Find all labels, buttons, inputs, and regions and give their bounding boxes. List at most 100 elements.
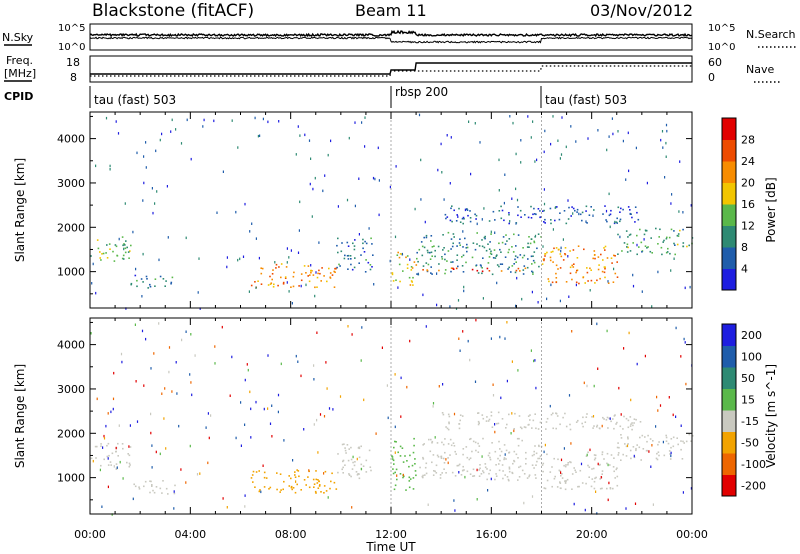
power-echo-cell [115, 120, 117, 123]
power-echo-cell [290, 249, 292, 252]
velocity-echo-cell [117, 442, 119, 445]
nsky-panel: N.Sky 10^5 10^0 10^5 10^0 N.Search [2, 23, 798, 53]
power-echo-cell [505, 234, 507, 236]
power-echo-cell [314, 176, 316, 180]
velocity-echo-cell [363, 398, 365, 402]
power-echo-cell [636, 253, 638, 256]
velocity-echo-cell [392, 472, 395, 475]
power-echo-cell [152, 211, 154, 215]
velocity-echo-cell [691, 435, 694, 437]
power-echo-cell [597, 256, 600, 258]
power-echo-cell [667, 247, 669, 250]
velocity-echo-cell [616, 421, 618, 424]
velocity-echo-cell [535, 386, 537, 390]
power-echo-cell [482, 257, 484, 259]
power-echo-cell [682, 245, 685, 248]
velocity-echo-cell [601, 473, 603, 475]
velocity-echo-cell [122, 477, 124, 480]
velocity-echo-cell [415, 474, 417, 477]
power-echo-cell [554, 207, 557, 209]
power-echo-cell [96, 239, 99, 241]
velocity-echo-cell [564, 465, 567, 468]
power-echo-cell [517, 214, 519, 217]
power-echo-cell [616, 222, 618, 224]
power-echo-cell [452, 261, 454, 263]
power-echo-cell [350, 263, 352, 266]
power-echo-cell [450, 136, 452, 139]
power-echo-cell [442, 234, 444, 236]
velocity-echo-cell [474, 380, 477, 383]
power-colorbar-label: Power [dB] [764, 177, 778, 242]
power-echo-cell [262, 117, 264, 121]
velocity-echo-cell [116, 466, 118, 469]
velocity-echo-cell [107, 485, 109, 489]
power-echo-cell [560, 246, 562, 250]
velocity-echo-cell [462, 465, 464, 468]
power-echo-cell [586, 271, 589, 274]
velocity-echo-cell [494, 430, 496, 434]
power-echo-cell [575, 283, 577, 287]
power-echo-cell [649, 250, 652, 253]
velocity-echo-cell [318, 485, 321, 487]
velocity-echo-cell [325, 490, 328, 492]
velocity-echo-cell [469, 358, 471, 362]
velocity-echo-cell [319, 484, 321, 486]
power-echo-cell [583, 248, 585, 251]
velocity-echo-cell [391, 458, 394, 460]
velocity-ytick-label: 1000 [57, 472, 85, 485]
nave-tick-bottom: 0 [708, 71, 715, 84]
power-echo-cell [625, 178, 627, 181]
power-echo-cell [513, 263, 515, 265]
velocity-echo-cell [472, 468, 475, 471]
velocity-echo-cell [658, 441, 660, 443]
velocity-echo-cell [134, 323, 136, 326]
velocity-echo-cell [596, 424, 599, 427]
velocity-echo-cell [655, 425, 657, 428]
power-echo-cell [328, 267, 330, 270]
velocity-echo-cell [214, 362, 216, 365]
power-echo-cell [646, 181, 648, 185]
velocity-echo-cell [517, 369, 519, 372]
power-echo-cell [418, 113, 421, 117]
velocity-echo-cell [168, 346, 171, 349]
velocity-echo-cell [662, 440, 664, 444]
power-echo-cell [556, 206, 558, 208]
velocity-echo-cell [175, 361, 177, 364]
velocity-echo-cell [422, 456, 424, 459]
power-echo-cell [337, 237, 339, 240]
velocity-echo-cell [685, 382, 687, 386]
velocity-echo-cell [677, 443, 679, 446]
power-echo-cell [621, 250, 623, 252]
velocity-echo-cell [609, 487, 612, 490]
power-echo-cell [516, 198, 519, 202]
power-echo-cell [371, 266, 373, 268]
power-echoes [90, 113, 694, 310]
velocity-echo-cell [681, 458, 684, 460]
velocity-echo-cell [151, 444, 153, 447]
power-colorbar-segment [722, 161, 736, 183]
power-echo-cell [522, 247, 524, 249]
power-echo-cell [344, 254, 346, 257]
velocity-echo-cell [488, 452, 491, 454]
velocity-echo-cell [497, 411, 500, 414]
power-echo-cell [392, 280, 395, 282]
velocity-echo-cell [141, 329, 144, 333]
power-echo-cell [108, 243, 111, 245]
power-echo-cell [322, 189, 324, 193]
power-echo-cell [270, 282, 273, 284]
velocity-echo-cell [268, 488, 270, 490]
velocity-echo-cell [498, 469, 501, 472]
velocity-echo-cell [629, 416, 632, 418]
velocity-echo-cell [437, 456, 440, 458]
velocity-echo-cell [531, 454, 534, 457]
velocity-echo-cell [584, 508, 586, 512]
power-echo-cell [543, 188, 545, 191]
velocity-echo-cell [606, 329, 608, 333]
power-echo-cell [269, 283, 272, 285]
power-echo-cell [337, 205, 339, 208]
velocity-echo-cell [126, 461, 128, 464]
power-echo-cell [637, 218, 640, 221]
power-echo-cell [420, 158, 422, 162]
power-echo-cell [450, 267, 453, 269]
